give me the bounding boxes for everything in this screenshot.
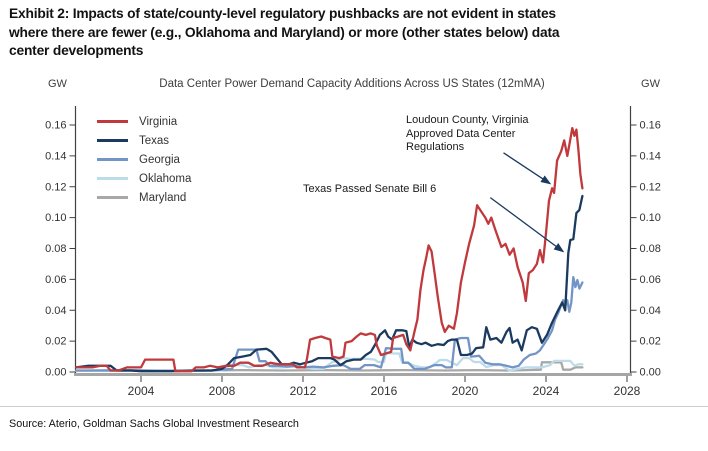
series-line-oklahoma: [75, 351, 584, 372]
legend-item-texas: Texas: [97, 131, 191, 150]
legend-label-maryland: Maryland: [139, 191, 187, 204]
y-tick-label-right: 0.06: [640, 274, 661, 286]
series-line-georgia: [75, 275, 584, 372]
x-tick-label: 2024: [533, 384, 560, 398]
annotation-loudoun-line-1: Loudoun County, Virginia: [406, 114, 529, 126]
legend-swatch-texas: [97, 139, 128, 142]
annotation-arrow-1: [503, 152, 552, 185]
y-tick-label-right: 0.08: [640, 243, 661, 255]
annotation-loudoun-line-3: Regulations: [406, 141, 465, 153]
annotation-texas-senate-bill: Texas Passed Senate Bill 6: [303, 183, 436, 197]
legend-item-maryland: Maryland: [97, 188, 191, 207]
legend-item-georgia: Georgia: [97, 150, 191, 169]
legend-swatch-virginia: [97, 120, 128, 123]
legend-swatch-maryland: [97, 196, 128, 199]
legend-item-oklahoma: Oklahoma: [97, 169, 191, 188]
y-tick-label-left: 0.12: [45, 181, 66, 193]
y-tick-label-right: 0.00: [640, 367, 661, 379]
legend-label-oklahoma: Oklahoma: [139, 172, 192, 185]
x-tick-label: 2012: [290, 384, 317, 398]
x-tick-label: 2028: [614, 384, 641, 398]
annotation-loudoun-line-2: Approved Data Center: [406, 127, 516, 140]
exhibit-title-line-2: where there are fewer (e.g., Oklahoma an…: [9, 24, 560, 40]
y-tick-label-left: 0.00: [45, 367, 66, 379]
y-tick-label-left: 0.04: [45, 305, 66, 317]
y-tick-label-right: 0.12: [640, 181, 661, 193]
y-tick-label-right: 0.16: [640, 120, 661, 132]
y-tick-label-right: 0.02: [640, 336, 661, 348]
y-tick-label-left: 0.10: [45, 212, 66, 224]
source-text: Source: Aterio, Goldman Sachs Global Inv…: [9, 418, 299, 430]
exhibit-title-line-3: center developments: [9, 43, 144, 58]
legend-label-texas: Texas: [139, 134, 170, 147]
chart-legend: Virginia Texas Georgia Oklahoma Maryland: [97, 112, 191, 207]
y-tick-label-left: 0.06: [45, 274, 66, 286]
x-tick-label: 2020: [452, 384, 479, 398]
exhibit-title: Exhibit 2: Impacts of state/county-level…: [9, 5, 703, 61]
annotation-loudoun-county: Loudoun County, Virginia Approved Data C…: [406, 114, 529, 155]
y-tick-label-right: 0.04: [640, 305, 661, 317]
annotation-texas-line-1: Texas Passed Senate Bill 6: [303, 183, 437, 195]
y-tick-label-left: 0.14: [45, 150, 66, 162]
y-tick-label-left: 0.02: [45, 336, 66, 348]
y-tick-label-left: 0.08: [45, 243, 66, 255]
legend-item-virginia: Virginia: [97, 112, 191, 131]
x-tick-label: 2004: [128, 384, 155, 398]
x-tick-label: 2016: [371, 384, 398, 398]
annotation-arrow-2: [489, 197, 565, 253]
x-tick-label: 2008: [209, 384, 236, 398]
y-tick-label-right: 0.14: [640, 150, 661, 162]
legend-swatch-georgia: [97, 158, 128, 161]
series-line-virginia: [75, 126, 584, 373]
legend-label-virginia: Virginia: [139, 115, 178, 128]
y-tick-label-right: 0.10: [640, 212, 661, 224]
series-line-texas: [75, 194, 584, 373]
y-axis-unit-right: GW: [641, 78, 660, 90]
chart-title: Data Center Power Demand Capacity Additi…: [159, 78, 545, 90]
y-axis-unit-left: GW: [48, 78, 67, 90]
legend-swatch-oklahoma: [97, 177, 128, 180]
source-divider: [0, 406, 708, 407]
exhibit-title-line-1: Exhibit 2: Impacts of state/county-level…: [9, 6, 556, 21]
y-tick-label-left: 0.16: [45, 120, 66, 132]
legend-label-georgia: Georgia: [139, 153, 180, 166]
